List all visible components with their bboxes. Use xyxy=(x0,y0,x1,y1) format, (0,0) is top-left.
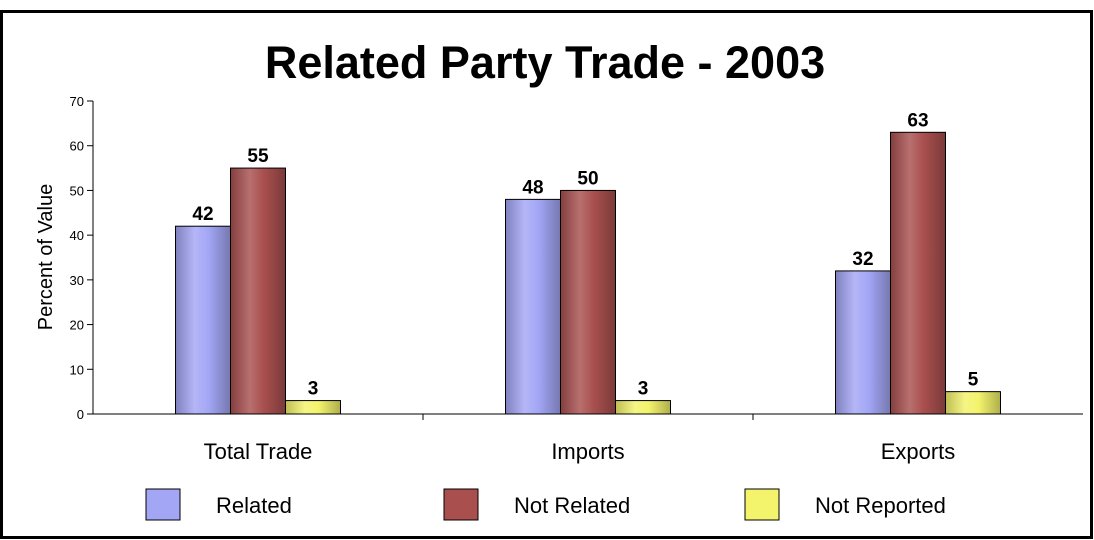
bar-related-imports xyxy=(505,198,561,415)
bar-related-total-trade xyxy=(175,225,231,415)
legend: Related Not Related Not Reported xyxy=(145,488,946,521)
data-label: 55 xyxy=(247,146,269,167)
legend-swatch xyxy=(744,488,780,521)
x-tick-label: Total Trade xyxy=(204,439,313,464)
data-label: 48 xyxy=(522,177,543,198)
bar-not-reported-imports xyxy=(615,400,671,415)
bar-not-related-exports xyxy=(890,131,946,415)
y-tick-label: 70 xyxy=(70,94,84,109)
legend-label: Related xyxy=(216,493,292,518)
bar-not-reported-total-trade xyxy=(285,400,341,415)
data-label: 42 xyxy=(192,204,213,225)
y-tick-label: 10 xyxy=(70,362,84,377)
legend-item-related: Related xyxy=(145,488,292,521)
y-tick-label: 0 xyxy=(77,407,84,422)
data-label: 5 xyxy=(968,370,979,391)
bar-not-related-imports xyxy=(560,189,616,415)
legend-swatch xyxy=(145,488,181,521)
bar-not-related-total-trade xyxy=(230,167,286,415)
legend-swatch xyxy=(443,488,479,521)
bars: 42 55 3 48 50 3 32 63 5 xyxy=(175,110,1001,415)
chart-title: Related Party Trade - 2003 xyxy=(265,37,825,88)
x-tick-label: Exports xyxy=(881,439,956,464)
y-tick-label: 30 xyxy=(70,273,84,288)
x-axis: Total Trade Imports Exports xyxy=(93,413,1083,464)
data-label: 3 xyxy=(308,379,319,400)
y-tick-label: 20 xyxy=(70,318,84,333)
x-tick-label: Imports xyxy=(551,439,624,464)
data-label: 32 xyxy=(852,249,873,270)
y-tick-label: 40 xyxy=(70,228,84,243)
legend-item-not-related: Not Related xyxy=(443,488,630,521)
data-label: 50 xyxy=(577,168,598,189)
y-axis-label: Percent of Value xyxy=(35,184,57,330)
data-label: 3 xyxy=(638,379,649,400)
data-label: 63 xyxy=(907,110,928,131)
legend-label: Not Reported xyxy=(815,493,946,518)
y-tick-label: 50 xyxy=(70,183,84,198)
legend-item-not-reported: Not Reported xyxy=(744,488,946,521)
bar-related-exports xyxy=(835,270,891,415)
bar-not-reported-exports xyxy=(945,391,1001,415)
y-tick-label: 60 xyxy=(70,139,84,154)
legend-label: Not Related xyxy=(514,493,630,518)
y-axis: 0 10 20 30 40 50 60 70 xyxy=(70,94,94,422)
